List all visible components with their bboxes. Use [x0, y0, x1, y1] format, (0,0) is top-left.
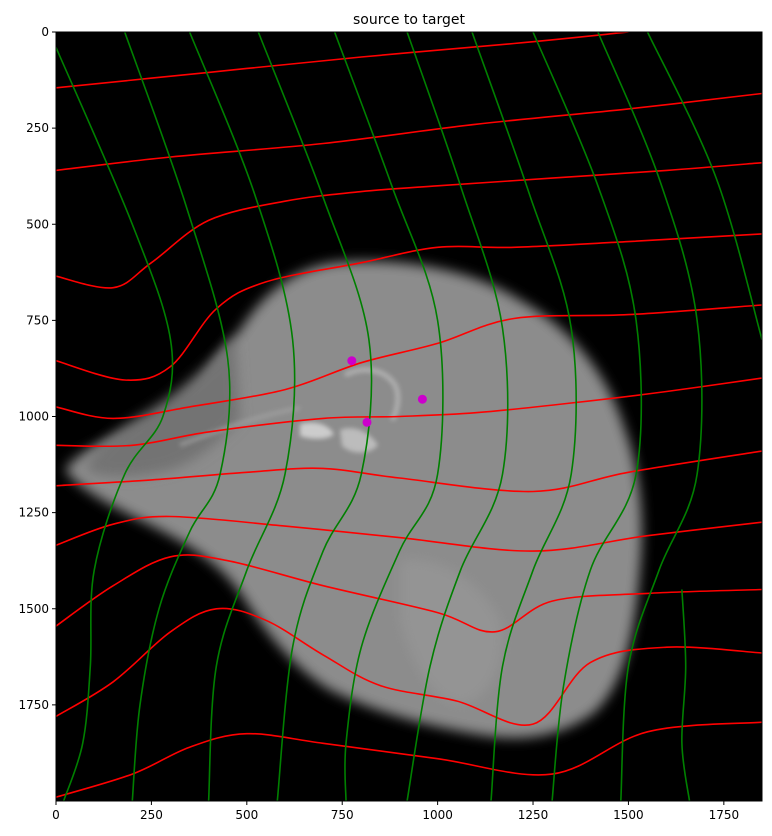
- red-grid-line: [56, 32, 629, 89]
- y-tick-label: 0: [41, 25, 49, 39]
- y-tick-label: 250: [26, 121, 49, 135]
- y-tick-label: 500: [26, 217, 49, 231]
- green-grid-line: [333, 32, 444, 801]
- green-grid-line: [406, 32, 509, 801]
- green-grid-line: [532, 32, 643, 801]
- tissue-image: [65, 261, 642, 739]
- green-grid-line: [597, 32, 703, 801]
- red-grid-line: [56, 304, 762, 420]
- red-grid-line: [56, 554, 762, 633]
- y-tick-label: 1000: [18, 410, 49, 424]
- red-grid-line: [56, 450, 762, 493]
- y-axis: 0 250 500 750 1000 1250 1500 1750: [18, 25, 56, 712]
- x-tick-label: 1000: [422, 808, 453, 822]
- x-tick-label: 750: [331, 808, 354, 822]
- green-grid-line: [56, 47, 174, 801]
- x-tick-label: 500: [235, 808, 258, 822]
- x-tick-label: 1500: [613, 808, 644, 822]
- green-grid-lines: [56, 32, 762, 801]
- red-grid-line: [56, 515, 762, 552]
- y-tick-label: 1750: [18, 698, 49, 712]
- x-tick-label: 250: [140, 808, 163, 822]
- tissue-bright-patch-2: [340, 428, 378, 453]
- y-tick-label: 1250: [18, 506, 49, 520]
- green-grid-line: [646, 32, 762, 340]
- x-tick-label: 0: [52, 808, 60, 822]
- tissue-lower-highlight: [400, 559, 503, 705]
- x-axis: 0 250 500 750 1000 1250 1500 1750: [52, 801, 739, 822]
- green-grid-line: [471, 32, 577, 801]
- tissue-streak: [179, 406, 301, 447]
- y-tick-label: 1500: [18, 602, 49, 616]
- green-grid-line: [123, 32, 231, 801]
- y-tick-label: 750: [26, 313, 49, 327]
- red-grid-line: [56, 607, 762, 726]
- landmark-point: [347, 356, 357, 366]
- green-grid-line: [188, 32, 296, 801]
- landmark-point: [362, 417, 372, 427]
- green-grid-line: [681, 589, 691, 801]
- x-tick-label: 1250: [518, 808, 549, 822]
- x-tick-label: 1750: [709, 808, 740, 822]
- chart-title: source to target: [353, 12, 466, 28]
- tissue-bright-patch-1: [300, 422, 334, 439]
- landmark-point: [417, 394, 427, 404]
- red-grid-line: [56, 377, 762, 448]
- green-grid-line: [257, 32, 373, 801]
- red-grid-line: [56, 161, 762, 289]
- landmark-points: [347, 356, 427, 427]
- red-grid-line: [56, 721, 762, 798]
- tissue-eye-ridge: [343, 367, 401, 422]
- plot-area: [56, 32, 762, 801]
- red-grid-line: [56, 233, 762, 381]
- tissue-beak: [85, 340, 240, 477]
